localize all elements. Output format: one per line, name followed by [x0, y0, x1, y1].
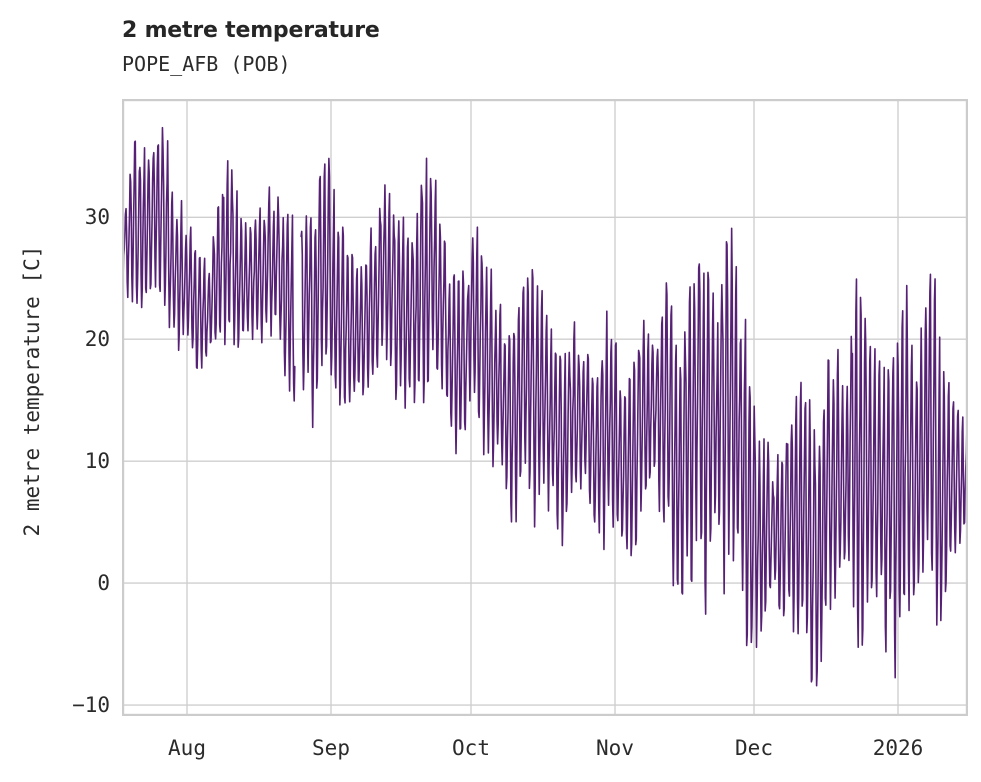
- x-tick-label: 2026: [872, 736, 924, 760]
- y-tick-label: 10: [84, 449, 110, 474]
- y-tick-label: −10: [72, 693, 110, 718]
- plot-area: [122, 99, 968, 716]
- x-tick-label: Aug: [168, 736, 206, 760]
- chart-subtitle: POPE_AFB (POB): [122, 52, 291, 76]
- y-tick-label: 0: [97, 571, 110, 596]
- x-tick-label: Oct: [452, 736, 490, 760]
- x-tick-label: Nov: [596, 736, 634, 760]
- temperature-series-line: [122, 126, 968, 687]
- x-tick-label: Sep: [312, 736, 350, 760]
- x-tick-label: Dec: [735, 736, 773, 760]
- axes-frame: [122, 99, 968, 716]
- y-tick-label: 20: [84, 327, 110, 352]
- chart-title: 2 metre temperature: [122, 18, 380, 43]
- y-axis-tick-labels: −10 0 10 20 30: [0, 0, 110, 782]
- temperature-line-chart: [122, 99, 968, 716]
- y-tick-label: 30: [84, 205, 110, 230]
